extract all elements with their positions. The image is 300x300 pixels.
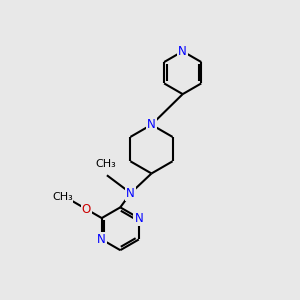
Text: N: N (126, 187, 135, 200)
Text: N: N (134, 212, 143, 225)
Text: O: O (82, 202, 91, 216)
Text: CH₃: CH₃ (95, 159, 116, 169)
Text: N: N (178, 45, 187, 58)
Text: N: N (147, 118, 156, 131)
Text: CH₃: CH₃ (52, 192, 73, 202)
Text: N: N (98, 233, 106, 246)
